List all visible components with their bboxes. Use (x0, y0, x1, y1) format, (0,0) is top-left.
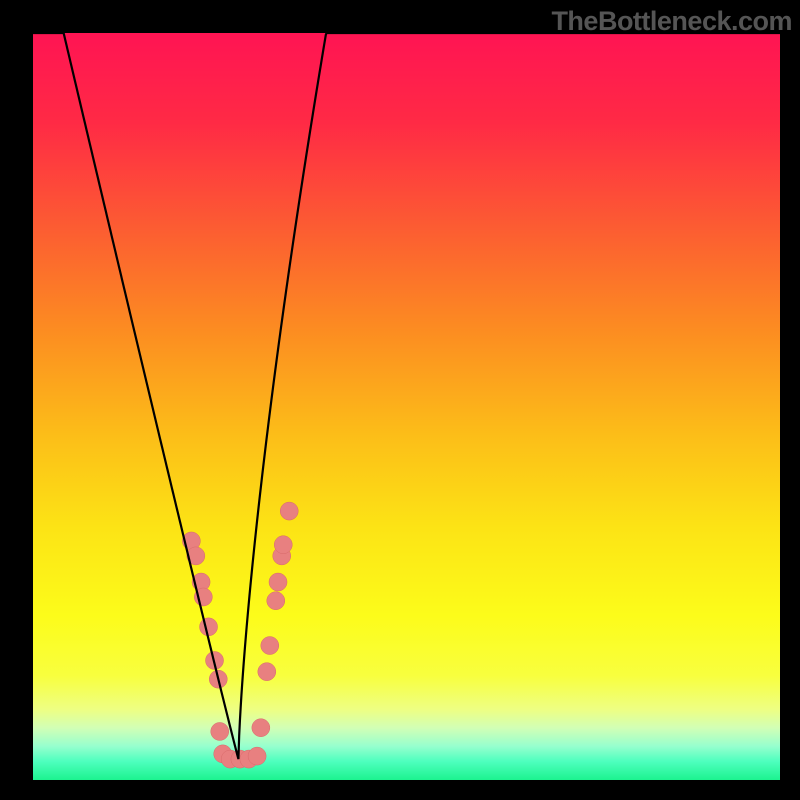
data-marker (280, 502, 298, 520)
data-marker (252, 719, 270, 737)
watermark-text: TheBottleneck.com (551, 6, 792, 37)
chart-container: TheBottleneck.com (0, 0, 800, 800)
chart-svg (33, 33, 780, 780)
data-marker (269, 573, 287, 591)
data-marker (258, 663, 276, 681)
data-marker (200, 618, 218, 636)
gradient-background (33, 33, 780, 780)
data-marker (261, 637, 279, 655)
data-marker (274, 536, 292, 554)
data-marker (211, 722, 229, 740)
plot-area (33, 33, 780, 780)
data-marker (267, 592, 285, 610)
data-marker (248, 747, 266, 765)
